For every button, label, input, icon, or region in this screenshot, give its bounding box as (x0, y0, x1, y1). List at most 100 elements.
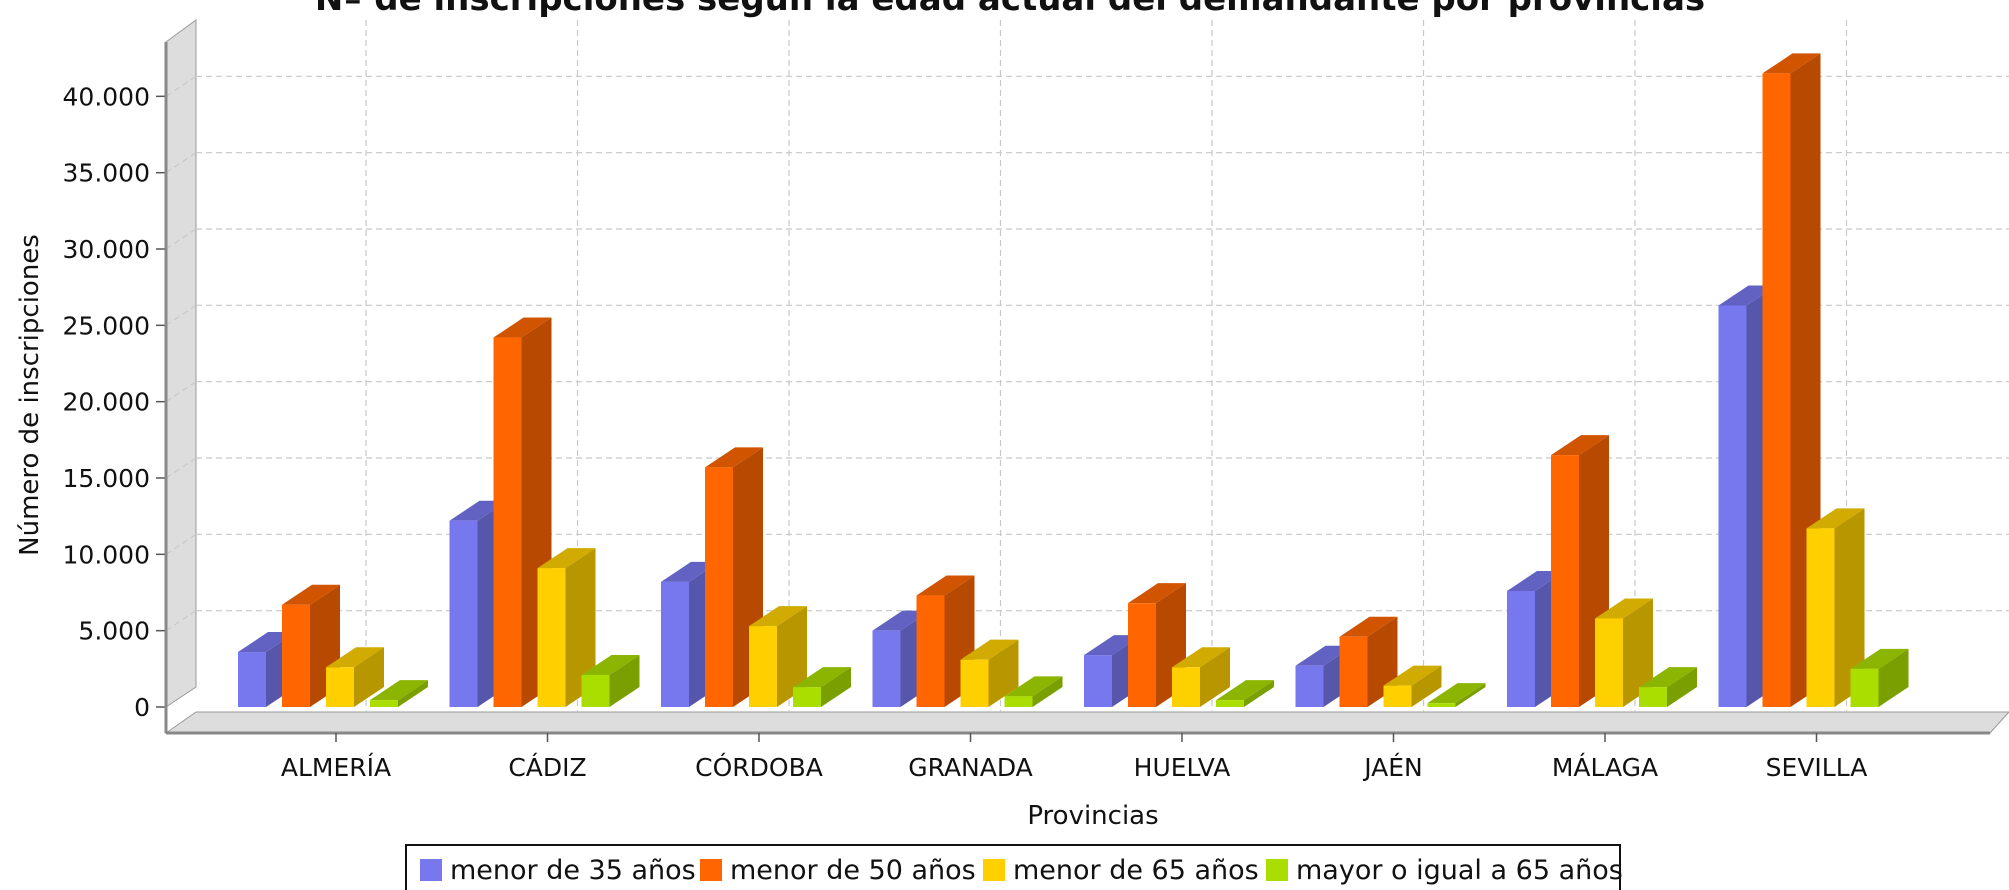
bar-front (1595, 618, 1623, 707)
bar (1216, 680, 1274, 707)
bar-side (398, 680, 428, 707)
bar-front (1295, 665, 1324, 707)
bar-top (1128, 583, 1186, 604)
bar-top (1507, 570, 1565, 591)
bar (537, 548, 596, 707)
bar (1595, 598, 1653, 707)
bar-front (1383, 685, 1412, 707)
bar-top (1551, 435, 1609, 456)
bar-front (705, 467, 733, 707)
bar (960, 639, 1019, 707)
bar-front (1762, 73, 1791, 707)
legend-label: menor de 50 años (730, 855, 976, 886)
x-tick-label: JAÉN (1362, 753, 1423, 782)
bar-front (1339, 636, 1368, 707)
y-tick-label: 40.000 (63, 82, 150, 111)
bar-top (916, 575, 975, 596)
bar-front (1128, 603, 1156, 707)
bar-front (960, 659, 989, 707)
bar-top (1595, 598, 1653, 619)
x-tick-label: SEVILLA (1766, 753, 1868, 782)
bar-top (1427, 683, 1486, 704)
bar-side (821, 667, 851, 707)
bar-side (609, 654, 640, 707)
bar (1383, 665, 1442, 707)
legend-label: mayor o igual a 65 años (1296, 855, 1623, 886)
legend-label: menor de 65 años (1013, 855, 1259, 886)
bar-top (1383, 665, 1442, 686)
bar-top (449, 500, 508, 521)
bar-top (537, 548, 596, 569)
bar-side (565, 548, 596, 707)
bar-top (581, 654, 640, 675)
bar-front (282, 604, 310, 707)
y-tick-label: 20.000 (63, 388, 150, 417)
bar-top (749, 606, 807, 627)
x-tick-label: GRANADA (908, 753, 1033, 782)
bar-top (1762, 53, 1821, 74)
bar (493, 317, 552, 707)
x-tick-label: CÁDIZ (508, 753, 586, 782)
left-wall (165, 19, 197, 708)
bar-front (449, 520, 478, 707)
bar-side (1411, 665, 1442, 707)
gridline (165, 228, 197, 250)
bar-side (1032, 676, 1063, 707)
x-tick-label: MÁLAGA (1552, 753, 1658, 782)
x-tick-label: CÓRDOBA (695, 752, 823, 782)
bar-side (1623, 598, 1653, 707)
bar (581, 654, 640, 707)
bar-top (1339, 616, 1398, 637)
bar-front (326, 667, 354, 707)
bar-top (1216, 680, 1274, 701)
bar-front (1004, 696, 1033, 707)
bar-side (1200, 647, 1230, 707)
y-tick-label: 25.000 (63, 311, 150, 340)
x-tick-label: ALMERÍA (281, 753, 391, 782)
bar-front (1427, 703, 1456, 707)
bar-side (1834, 508, 1865, 707)
bar-top (493, 317, 552, 338)
bar-top (238, 632, 296, 653)
bar-side (988, 639, 1019, 707)
gridline (165, 457, 197, 479)
bar-front (238, 652, 266, 707)
bar-top (1806, 508, 1865, 529)
bar (1806, 508, 1865, 707)
gridline (165, 381, 197, 403)
y-tick-label: 5.000 (78, 617, 150, 646)
bar (1004, 676, 1063, 707)
gridline (165, 304, 197, 326)
x-tick-label: HUELVA (1134, 753, 1231, 782)
bar-top (661, 561, 719, 582)
bar-front (1507, 590, 1535, 707)
y-tick-label: 15.000 (63, 464, 150, 493)
bar-front (1806, 528, 1835, 707)
bar-top (960, 639, 1019, 660)
bar-top (282, 584, 340, 605)
bar-side (354, 647, 384, 707)
y-tick-label: 30.000 (63, 235, 150, 264)
legend-swatch (983, 859, 1005, 881)
bar-top (1850, 648, 1909, 669)
bar-top (326, 647, 384, 668)
bar (326, 647, 384, 707)
bar-front (916, 595, 945, 707)
bar-top (1639, 667, 1697, 688)
bar-side (1878, 648, 1909, 707)
y-axis-title: Número de inscripciones (15, 234, 45, 556)
bar (1128, 583, 1186, 707)
bar-front (749, 626, 777, 707)
bar-side (1667, 667, 1697, 707)
y-tick-label: 0 (134, 693, 150, 722)
bar (1639, 667, 1697, 707)
bar-front (872, 630, 901, 707)
legend-label: menor de 35 años (450, 855, 696, 886)
bar-top (1084, 635, 1142, 656)
bar-front (661, 581, 689, 707)
legend: menor de 35 años menor de 50 años menor de… (405, 844, 1623, 890)
legend-box (405, 844, 1621, 890)
bar (370, 680, 428, 707)
bar-front (493, 337, 522, 707)
